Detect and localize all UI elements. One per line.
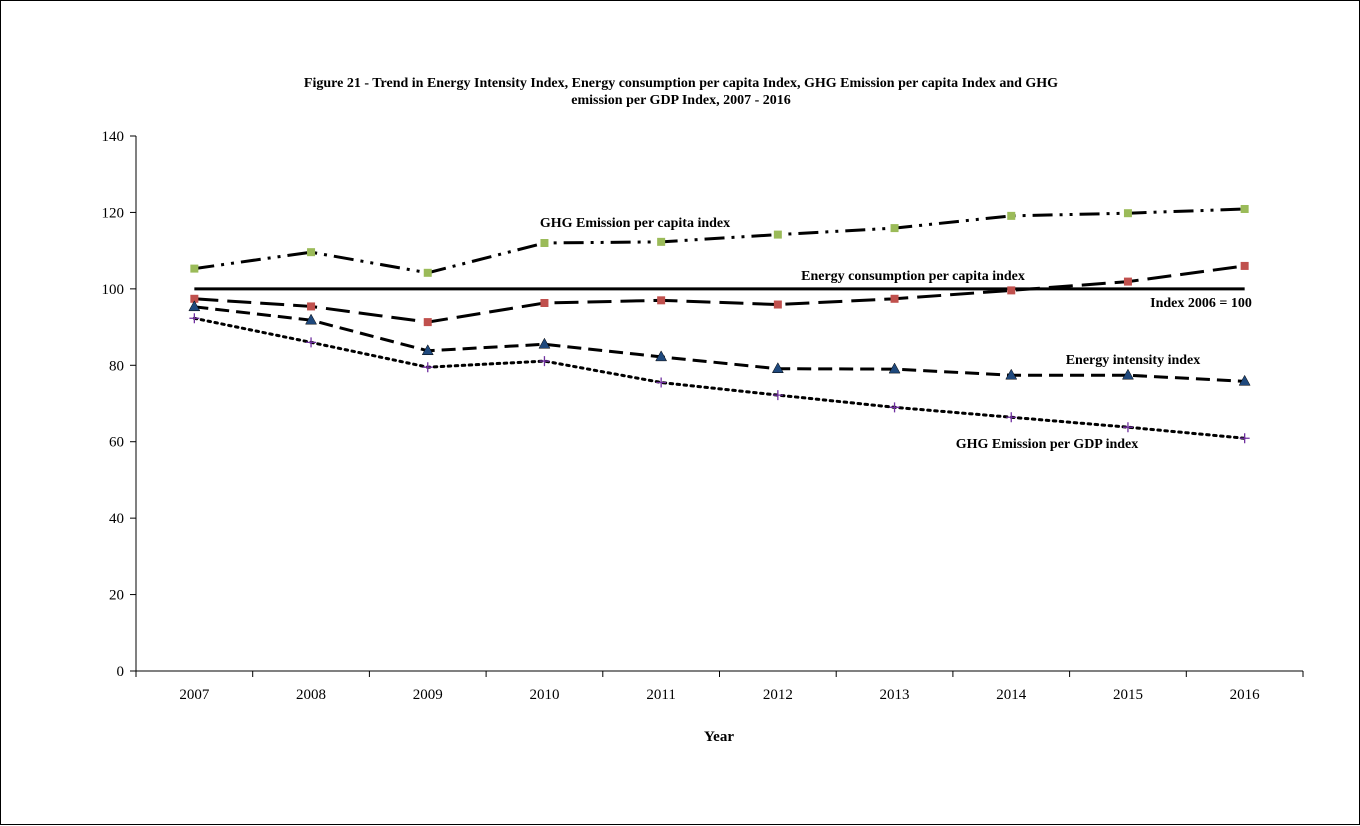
series-label-energy-intensity: Energy intensity index [1066,353,1201,368]
data-point [306,337,317,348]
data-point [772,390,783,401]
x-axis-title: Year [704,729,734,745]
y-tick-label: 20 [109,588,124,604]
data-point [1239,433,1250,444]
data-point [307,248,316,257]
y-tick-label: 60 [109,435,124,451]
x-tick-label: 2007 [179,687,210,703]
data-point [657,237,666,246]
data-point [1240,204,1249,213]
data-point [657,296,666,305]
series-label-ghg-per-gdp: GHG Emission per GDP index [956,437,1139,452]
series-2 [188,300,1251,386]
data-point [1006,412,1017,423]
data-point [540,239,549,247]
series-label-ghg-per-capita: GHG Emission per capita index [540,216,730,231]
data-point [1122,422,1133,433]
data-point [1123,277,1132,286]
data-point [423,268,432,277]
y-tick-label: 40 [109,511,124,527]
data-point [1122,368,1134,380]
data-point [422,362,433,373]
data-point [1240,261,1249,270]
x-tick-label: 2010 [529,687,559,703]
data-point [423,318,432,327]
data-point [538,337,551,349]
series-line [194,305,1245,383]
y-tick-label: 140 [102,129,125,145]
chart-title-line-2: emission per GDP Index, 2007 - 2016 [571,93,790,108]
data-point [656,377,667,388]
data-point [890,294,899,303]
series-3 [189,313,1250,444]
series-line [194,207,1245,275]
data-point [307,302,316,311]
data-point [539,356,550,367]
x-tick-label: 2013 [880,687,910,703]
data-point [771,362,784,373]
x-tick-label: 2008 [296,687,326,703]
data-point [773,300,782,309]
x-tick-label: 2011 [646,687,675,703]
y-tick-label: 80 [109,358,124,374]
data-point [190,264,199,273]
y-tick-label: 100 [102,282,125,298]
data-point [188,300,201,312]
x-tick-label: 2014 [996,687,1027,703]
series-label-energy-consumption: Energy consumption per capita index [801,269,1025,284]
x-tick-label: 2015 [1113,687,1143,703]
data-point [890,224,899,233]
data-point [888,362,901,374]
data-point [1238,374,1251,386]
data-point [540,298,549,307]
data-point [189,313,200,324]
data-point [421,344,434,356]
x-tick-label: 2009 [413,687,443,703]
data-point [889,402,900,413]
series-group [188,204,1251,444]
chart-title-line-1: Figure 21 - Trend in Energy Intensity In… [304,76,1058,91]
series-line [194,264,1245,324]
series-line [192,316,1247,440]
reference-line-label: Index 2006 = 100 [1150,296,1252,311]
data-point [1007,286,1016,295]
y-tick-label: 120 [102,205,125,221]
data-point [1007,211,1016,220]
x-tick-label: 2012 [763,687,793,703]
data-point [655,350,668,362]
y-tick-label: 0 [117,664,125,680]
axes: 0 20 40 60 80 100 120 140 2007 2008 2009 2010 2011 20… [102,129,1304,703]
series-labels: GHG Emission per capita index Energy con… [540,216,1252,452]
series-0 [190,204,1249,277]
x-tick-label: 2016 [1230,687,1261,703]
series-1 [190,261,1249,327]
data-point [773,230,782,239]
data-point [1123,209,1132,218]
data-point [1005,368,1018,380]
data-point [305,313,317,325]
